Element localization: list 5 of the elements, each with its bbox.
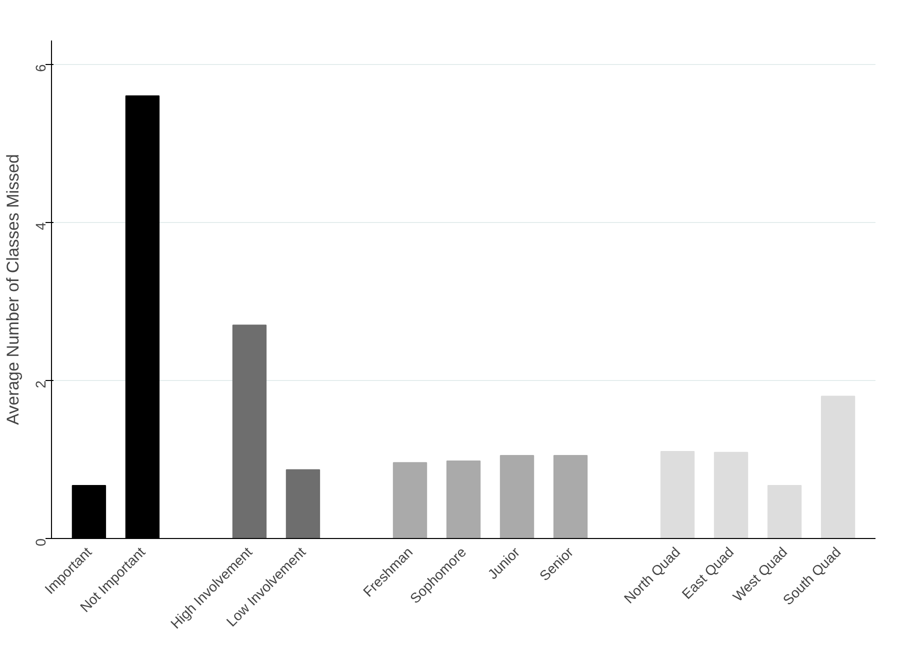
y-tick-label: 4 [32, 222, 48, 230]
y-tick-label: 0 [32, 538, 48, 546]
y-tick-label: 6 [32, 64, 48, 72]
y-tick-label: 2 [32, 380, 48, 388]
y-axis-title: Average Number of Classes Missed [4, 154, 22, 425]
